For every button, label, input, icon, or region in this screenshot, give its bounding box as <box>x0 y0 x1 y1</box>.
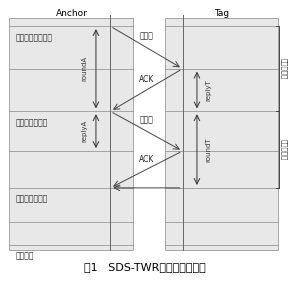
Text: 第一次测距信息: 第一次测距信息 <box>15 118 48 127</box>
FancyBboxPatch shape <box>165 18 278 250</box>
Text: roundA: roundA <box>81 56 87 81</box>
Text: 图1   SDS-TWR测距原理示意图: 图1 SDS-TWR测距原理示意图 <box>84 262 206 272</box>
Text: 第二次测距信息: 第二次测距信息 <box>15 195 48 204</box>
Text: Anchor: Anchor <box>55 9 87 18</box>
Text: 初始化，测距请求: 初始化，测距请求 <box>15 33 52 42</box>
Text: 数据包: 数据包 <box>139 31 153 40</box>
Text: 数据包: 数据包 <box>139 115 153 124</box>
Text: Tag: Tag <box>214 9 229 18</box>
Text: roundT: roundT <box>206 137 211 162</box>
Text: 第一次量程: 第一次量程 <box>280 58 287 80</box>
Text: replyA: replyA <box>81 120 87 142</box>
Text: ACK: ACK <box>139 155 154 164</box>
FancyBboxPatch shape <box>9 18 133 250</box>
Text: 计算距离: 计算距离 <box>15 251 34 260</box>
Text: replyT: replyT <box>206 79 211 101</box>
Text: 第二次量程: 第二次量程 <box>280 139 287 160</box>
Text: ACK: ACK <box>139 75 154 84</box>
